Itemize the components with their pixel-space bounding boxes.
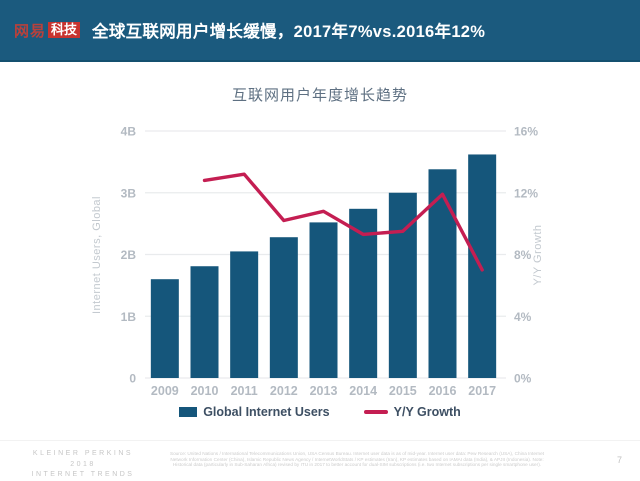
year-label-2015: 2015	[389, 384, 417, 398]
source-note: Source: United Nations / International T…	[169, 451, 545, 468]
legend-bar-swatch	[179, 407, 198, 417]
legend-item-growth: Y/Y Growth	[363, 405, 461, 419]
netease-tech-logo: 网易 科技	[14, 20, 81, 41]
growth-line	[202, 172, 484, 272]
brand-line-3: INTERNET TRENDS	[31, 471, 135, 478]
year-label-2016: 2016	[429, 384, 457, 398]
bar-2012	[269, 237, 298, 378]
year-label-2013: 2013	[310, 384, 338, 398]
bar-2011	[230, 251, 259, 378]
left-tick-0: 0	[129, 372, 136, 386]
right-tick-0%: 0%	[514, 372, 532, 386]
year-label-2010: 2010	[191, 384, 219, 398]
left-tick-3B: 3B	[121, 186, 137, 200]
page-title: 全球互联网用户增长缓慢，2017年7%vs.2016年12%	[92, 23, 486, 41]
year-label-2009: 2009	[151, 384, 179, 398]
page-number: 7	[616, 455, 622, 465]
legend-line-label: Y/Y Growth	[393, 405, 461, 419]
chart-legend: Global Internet Users Y/Y Growth	[0, 405, 640, 419]
year-label-2017: 2017	[468, 384, 496, 398]
left-axis-title: Internet Users, Global	[91, 196, 103, 314]
bar-2014	[349, 208, 378, 378]
footer: KLEINER PERKINS 2018 INTERNET TRENDS Sou…	[0, 440, 640, 481]
left-tick-4B: 4B	[121, 125, 137, 139]
right-tick-16%: 16%	[514, 125, 538, 139]
legend-bar-label: Global Internet Users	[203, 405, 330, 419]
bar-2016	[428, 169, 457, 378]
kleiner-perkins-brand: KLEINER PERKINS 2018 INTERNET TRENDS	[8, 449, 158, 481]
logo-brand-text: 网易	[14, 22, 47, 40]
brand-line-2: 2018	[70, 460, 96, 468]
right-tick-12%: 12%	[514, 186, 538, 200]
right-axis-title: Y/Y Growth	[532, 224, 544, 285]
legend-line-swatch	[363, 410, 388, 414]
bar-2009	[150, 279, 179, 378]
year-label-2012: 2012	[270, 384, 298, 398]
logo-badge-text: 科技	[48, 21, 81, 39]
bar-2010	[190, 266, 219, 378]
right-tick-8%: 8%	[514, 248, 532, 262]
left-tick-2B: 2B	[121, 248, 137, 262]
chart-title: 互联网用户年度增长趋势	[231, 87, 408, 104]
legend-item-users: Global Internet Users	[179, 405, 330, 419]
year-label-2011: 2011	[231, 384, 258, 398]
growth-chart: 0 0% 1B 4% 2B 8% 3B 12% 4B 16% 2009 2010 2011 2012 201…	[91, 125, 544, 399]
year-label-2014: 2014	[349, 384, 377, 398]
bar-2013	[309, 222, 338, 378]
right-tick-4%: 4%	[514, 310, 532, 324]
brand-line-1: KLEINER PERKINS	[32, 450, 134, 457]
header-bar: 网易 科技 全球互联网用户增长缓慢，2017年7%vs.2016年12%	[0, 0, 640, 62]
left-tick-1B: 1B	[121, 310, 137, 324]
